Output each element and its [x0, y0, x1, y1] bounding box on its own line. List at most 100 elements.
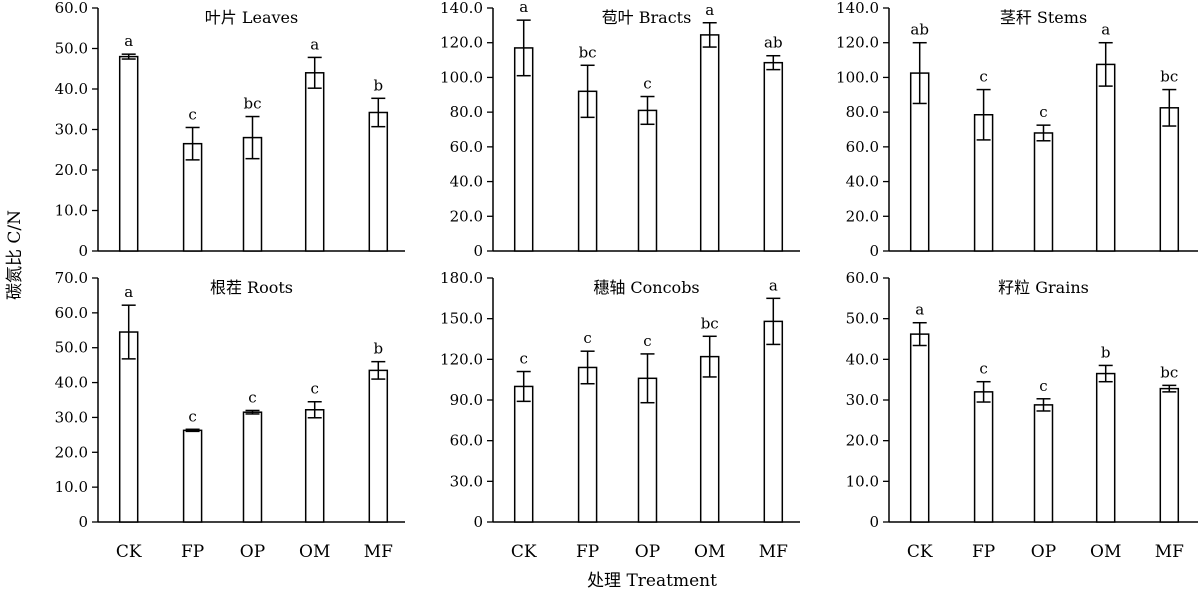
y-tick-label: 10.0 [846, 472, 879, 490]
significance-label: bc [1160, 68, 1178, 86]
significance-label: c [188, 407, 196, 425]
x-category-label: OM [299, 542, 330, 562]
x-category-label: MF [759, 542, 788, 562]
bar-ck [513, 385, 534, 523]
significance-label: c [979, 360, 987, 378]
bar-om [1095, 63, 1116, 252]
y-tick-label: 140.0 [836, 0, 879, 17]
bar-mf [368, 111, 389, 252]
y-tick-label: 0 [869, 513, 879, 531]
bar-ck [118, 331, 139, 523]
y-tick-label: 20.0 [55, 443, 88, 461]
panel-title: 苞叶 Bracts [602, 8, 692, 27]
significance-label: a [124, 32, 133, 50]
significance-label: b [1101, 343, 1111, 361]
y-tick-label: 20.0 [846, 207, 879, 225]
bar-om [1095, 372, 1116, 523]
bar-om [304, 409, 325, 523]
bar-mf [368, 369, 389, 523]
significance-label: ab [910, 21, 929, 39]
bar-op [1033, 132, 1054, 252]
significance-label: c [583, 329, 591, 347]
y-tick-label: 30.0 [55, 121, 88, 139]
significance-label: bc [243, 95, 261, 113]
y-tick-label: 60.0 [846, 269, 879, 287]
significance-label: c [643, 75, 651, 93]
y-tick-label: 10.0 [55, 478, 88, 496]
bar-mf [1159, 107, 1180, 252]
chart-panel-1: 0 10.0 20.0 30.0 40.0 50.0 60.0 叶片 Leaves a c bc a b [55, 0, 405, 260]
bar-mf [763, 320, 784, 523]
x-category-label: OM [1090, 542, 1121, 562]
y-tick-label: 80.0 [846, 103, 879, 121]
y-tick-label: 40.0 [846, 173, 879, 191]
bar-om [699, 355, 720, 523]
significance-label: c [519, 350, 527, 368]
y-tick-label: 0 [869, 242, 879, 260]
y-tick-label: 50.0 [55, 40, 88, 58]
y-tick-label: 120.0 [836, 34, 879, 52]
significance-label: a [1101, 21, 1110, 39]
significance-label: b [373, 76, 383, 94]
bar-fp [973, 391, 994, 523]
chart-panel-4: 0 10.0 20.0 30.0 40.0 50.0 60.0 70.0 根茬 Roots a c c… [55, 269, 405, 531]
y-tick-label: 0 [473, 242, 483, 260]
y-tick-label: 0 [78, 242, 88, 260]
y-tick-label: 60.0 [450, 138, 483, 156]
bar-om [699, 34, 720, 252]
y-tick-label: 40.0 [450, 173, 483, 191]
significance-label: a [769, 276, 778, 294]
chart-panel-5: 0 30.0 60.0 90.0 120.0 150.0 180.0 穗轴 Concobs c c… [440, 269, 800, 531]
y-tick-label: 0 [473, 513, 483, 531]
y-tick-label: 50.0 [846, 310, 879, 328]
significance-label: c [188, 105, 196, 123]
panel-title: 穗轴 Concobs [593, 278, 699, 297]
significance-label: bc [579, 43, 597, 61]
significance-label: bc [701, 314, 719, 332]
chart-panel-3: 0 20.0 40.0 60.0 80.0 100.0 120.0 140.0 茎秆 Stems… [836, 0, 1198, 260]
x-category-label: OP [635, 542, 660, 562]
x-category-label: CK [511, 542, 537, 562]
significance-label: c [979, 68, 987, 86]
significance-label: a [705, 1, 714, 19]
x-category-label: MF [1155, 542, 1184, 562]
panel-title: 叶片 Leaves [205, 8, 298, 27]
y-tick-label: 30.0 [55, 408, 88, 426]
bar-ck [118, 55, 139, 252]
chart-panel-6: 0 10.0 20.0 30.0 40.0 50.0 60.0 籽粒 Grains a c c b bc [846, 269, 1198, 531]
y-tick-label: 70.0 [55, 269, 88, 287]
significance-label: c [310, 380, 318, 398]
bar-op [1033, 404, 1054, 523]
significance-label: a [124, 283, 133, 301]
panel-title: 籽粒 Grains [998, 278, 1089, 297]
y-tick-label: 20.0 [846, 432, 879, 450]
chart-panel-2: 0 20.0 40.0 60.0 80.0 100.0 120.0 140.0 苞叶 Bract… [440, 0, 800, 260]
x-axis-label: 处理 Treatment [587, 571, 717, 591]
significance-label: a [310, 35, 319, 53]
x-category-label: FP [576, 542, 599, 562]
y-tick-label: 50.0 [55, 339, 88, 357]
x-category-label: OP [240, 542, 265, 562]
panel-title: 根茬 Roots [210, 278, 293, 297]
y-tick-label: 30.0 [450, 472, 483, 490]
significance-label: c [1039, 377, 1047, 395]
x-category-label: FP [181, 542, 204, 562]
x-category-label: MF [364, 542, 393, 562]
y-tick-label: 30.0 [846, 391, 879, 409]
significance-label: a [915, 301, 924, 319]
significance-label: ab [764, 34, 783, 52]
bar-fp [577, 366, 598, 523]
y-tick-label: 60.0 [846, 138, 879, 156]
y-tick-label: 40.0 [55, 80, 88, 98]
y-tick-label: 20.0 [450, 207, 483, 225]
bar-op [242, 411, 263, 523]
y-tick-label: 60.0 [55, 304, 88, 322]
y-tick-label: 100.0 [440, 68, 483, 86]
bar-op [637, 109, 658, 252]
y-tick-label: 40.0 [846, 350, 879, 368]
y-tick-label: 80.0 [450, 103, 483, 121]
y-tick-label: 120.0 [440, 34, 483, 52]
y-tick-label: 150.0 [440, 310, 483, 328]
y-axis-label: 碳氮比 C/N [5, 210, 25, 300]
x-category-label: FP [972, 542, 995, 562]
